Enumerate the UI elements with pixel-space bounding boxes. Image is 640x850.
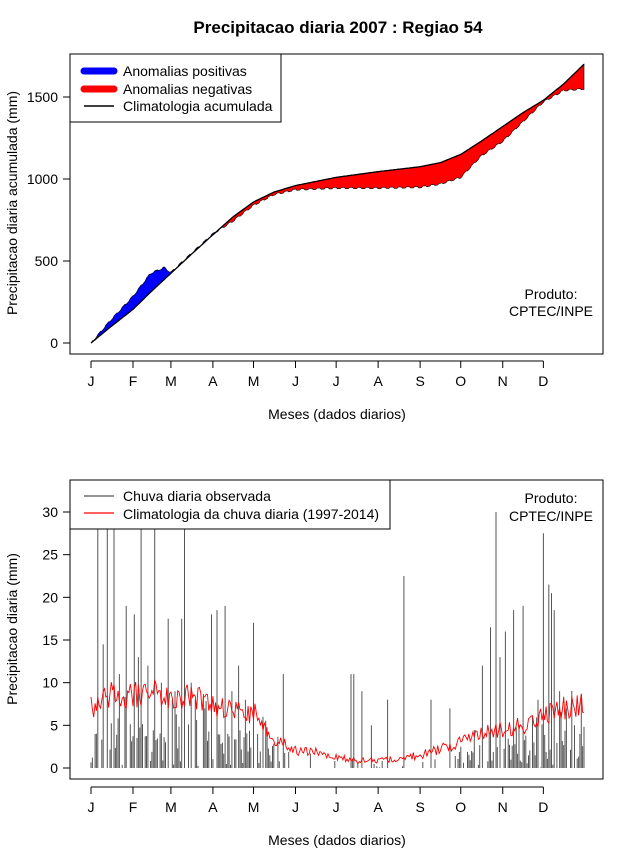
legend-label-climatology: Climatologia acumulada <box>123 98 273 114</box>
cumulative-x-tick-label-10: N <box>498 373 508 389</box>
daily-x-tick-label-2: M <box>165 799 177 815</box>
cumulative-x-tick-label-5: J <box>292 373 299 389</box>
cumulative-y-axis: 0 500 1000 1500 <box>27 89 71 351</box>
cumulative-x-tick-label-11: D <box>538 373 548 389</box>
daily-y-tick-label-20: 20 <box>42 589 58 605</box>
daily-climatology-line <box>90 679 585 766</box>
legend-label-positive: Anomalias positivas <box>123 63 247 79</box>
cumulative-y-tick-label-1000: 1000 <box>27 171 58 187</box>
cumulative-legend: Anomalias positivas Anomalias negativas … <box>69 53 282 123</box>
daily-y-tick-label-5: 5 <box>50 717 58 733</box>
daily-x-tick-label-8: S <box>415 799 424 815</box>
cumulative-x-tick-label-0: J <box>88 373 95 389</box>
daily-y-tick-label-10: 10 <box>42 675 58 691</box>
daily-y-tick-label-30: 30 <box>42 504 58 520</box>
daily-x-tick-label-0: J <box>88 799 95 815</box>
daily-x-tick-label-3: A <box>208 799 218 815</box>
daily-product-note-line2: CPTEC/INPE <box>509 508 593 524</box>
observed-rain-bars <box>90 512 585 768</box>
daily-x-tick-label-9: O <box>455 799 466 815</box>
cumulative-product-note-line2: CPTEC/INPE <box>509 303 593 319</box>
cumulative-x-tick-label-7: A <box>373 373 383 389</box>
daily-x-tick-label-4: M <box>248 799 260 815</box>
cumulative-y-tick-label-500: 500 <box>35 253 59 269</box>
daily-x-tick-label-6: J <box>333 799 340 815</box>
daily-y-tick-label-25: 25 <box>42 547 58 563</box>
cumulative-chart: 0 500 1000 1500 J F M A M J J A S O N D Meses (dados d… <box>4 53 604 422</box>
cumulative-x-tick-label-4: M <box>248 373 260 389</box>
daily-legend-box <box>69 479 391 530</box>
daily-x-tick-label-5: J <box>292 799 299 815</box>
legend-label-observed: Chuva diaria observada <box>123 488 271 504</box>
cumulative-y-tick-label-0: 0 <box>50 335 58 351</box>
cumulative-x-tick-label-2: M <box>165 373 177 389</box>
cumulative-x-tick-label-1: F <box>129 373 138 389</box>
cumulative-product-note-line1: Produto: <box>525 286 578 302</box>
daily-y-tick-label-0: 0 <box>50 760 58 776</box>
cumulative-x-axis-label: Meses (dados diarios) <box>268 406 406 422</box>
daily-y-axis-label: Precipitacao diaria (mm) <box>4 553 20 705</box>
cumulative-x-tick-label-9: O <box>455 373 466 389</box>
legend-label-daily-climatology: Climatologia da chuva diaria (1997-2014) <box>123 506 379 522</box>
cumulative-x-tick-label-6: J <box>333 373 340 389</box>
daily-legend: Chuva diaria observada Climatologia da c… <box>69 479 391 530</box>
daily-y-tick-label-15: 15 <box>42 632 58 648</box>
daily-product-note-line1: Produto: <box>525 490 578 506</box>
cumulative-x-tick-label-3: A <box>208 373 218 389</box>
cumulative-y-axis-label: Precipitacao diaria acumulada (mm) <box>4 91 20 315</box>
daily-x-tick-label-11: D <box>538 799 548 815</box>
daily-x-tick-label-7: A <box>373 799 383 815</box>
daily-x-tick-label-1: F <box>129 799 138 815</box>
cumulative-y-tick-label-1500: 1500 <box>27 89 58 105</box>
daily-x-axis-label: Meses (dados diarios) <box>268 832 406 848</box>
legend-label-negative: Anomalias negativas <box>123 81 252 97</box>
figure-title: Precipitacao diaria 2007 : Regiao 54 <box>193 18 483 37</box>
daily-chart: 0 5 10 15 20 25 30 J F M A M J J A S O N D Meses (dados d… <box>4 479 604 848</box>
cumulative-x-tick-label-8: S <box>415 373 424 389</box>
climatology-cumulative-line <box>90 63 585 344</box>
daily-y-axis: 0 5 10 15 20 25 30 <box>42 504 71 776</box>
daily-x-tick-label-10: N <box>498 799 508 815</box>
